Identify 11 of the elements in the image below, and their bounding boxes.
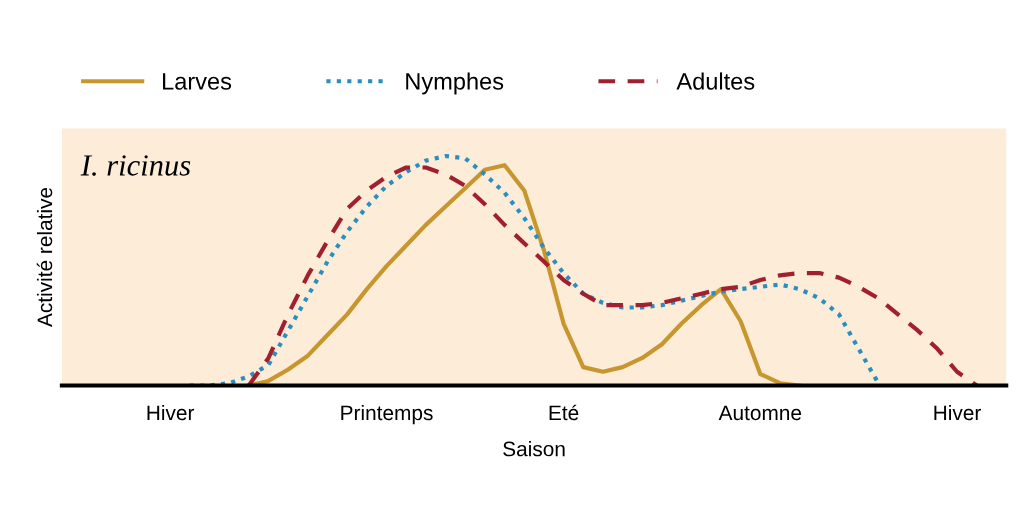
legend-label: Larves	[163, 73, 232, 90]
x-tick-label: Eté	[549, 404, 579, 421]
x-axis-title: Saison	[503, 441, 565, 457]
x-tick-label: Hiver	[147, 404, 195, 421]
x-tick-label: Automne	[718, 405, 802, 421]
x-tick-label: Printemps	[341, 404, 433, 425]
x-tick-label: Hiver	[934, 404, 981, 421]
y-axis-title: Activité relative	[36, 187, 53, 327]
legend-label: Adultes	[676, 72, 755, 90]
annotation: I. ricinus	[80, 155, 191, 176]
legend-label: Nymphes	[406, 72, 504, 95]
